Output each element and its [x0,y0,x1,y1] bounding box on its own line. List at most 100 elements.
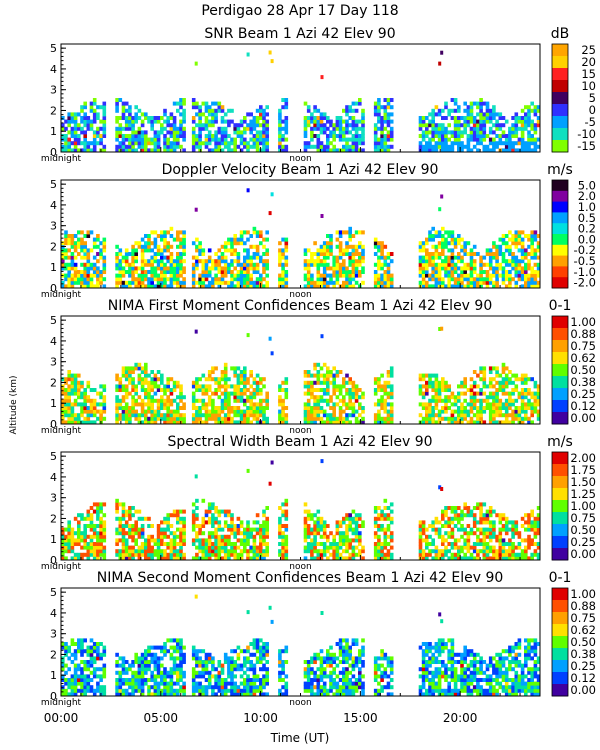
heatmap-cell [463,391,467,396]
y-tick-label: 0 [50,418,57,431]
heatmap-cell [147,556,151,561]
heatmap-cell [511,420,515,425]
heatmap-cell [169,391,174,396]
heatmap-cell [508,137,512,142]
heatmap-cell [211,259,215,264]
heatmap-cell [67,373,71,378]
heatmap-cell [131,148,135,153]
heatmap-cell [150,123,154,128]
heatmap-cell [338,248,343,253]
heatmap-cell [166,513,170,518]
heatmap-cell [61,116,65,120]
heatmap-cell [64,549,68,554]
heatmap-cell [61,126,65,131]
heatmap-cell [204,141,209,146]
heatmap-cell [386,506,391,510]
heatmap-cell [377,98,381,102]
heatmap-cell [198,252,202,256]
heatmap-cell [243,230,247,235]
heatmap-cell [479,259,483,264]
heatmap-cell [421,395,426,400]
heatmap-cell [191,98,196,102]
heatmap-cell [169,130,174,135]
heatmap-cell [70,273,75,278]
heatmap-cell [383,116,388,120]
heatmap-cell [437,126,442,131]
heatmap-cell [348,259,352,264]
heatmap-cell [227,248,231,253]
heatmap-cell [431,527,435,532]
colorbar-label: -0.5 [574,254,596,268]
heatmap-cell [348,137,352,142]
heatmap-cell [243,377,247,382]
heatmap-cell [128,141,132,146]
heatmap-cell [469,101,474,106]
heatmap-cell [463,542,467,546]
heatmap-cell [243,241,247,246]
heatmap-cell [259,273,263,278]
heatmap-cell [124,280,129,285]
heatmap-cell [476,141,480,146]
heatmap-cell [61,284,65,289]
heatmap-cell [361,123,365,128]
heatmap-cell [64,234,68,238]
heatmap-cell [86,270,91,274]
heatmap-cell [179,112,183,117]
heatmap-cell [89,524,94,528]
heatmap-cell [342,395,346,400]
heatmap-cell [131,262,135,267]
heatmap-cell [303,373,308,378]
heatmap-cell [431,277,435,282]
heatmap-cell [150,384,154,389]
heatmap-cell [418,552,423,557]
heatmap-cell [508,141,512,146]
heatmap-cell [303,416,308,421]
heatmap-cell [434,252,439,256]
heatmap-cell [351,552,356,557]
heatmap-cell [342,384,346,389]
heatmap-cell [252,116,257,120]
heatmap-cell [220,266,225,271]
colorbar-label: -0.2 [574,243,596,257]
heatmap-cell [377,516,381,521]
heatmap-cell [450,241,455,246]
heatmap-cell [137,141,142,146]
heatmap-cell [195,137,199,142]
heatmap-cell [533,398,538,403]
heatmap-cell [201,531,206,536]
heatmap-cell [508,130,512,135]
heatmap-cell [166,259,170,264]
heatmap-cell [358,513,362,518]
heatmap-cell [121,116,126,120]
heatmap-cell [306,531,311,536]
heatmap-cell [530,277,534,282]
heatmap-cell [434,134,439,138]
heatmap-cell [99,255,103,260]
heatmap-cell [373,542,378,546]
heatmap-cell [498,409,503,414]
heatmap-cell [140,259,145,264]
heatmap-cell [214,277,218,282]
heatmap-cell [172,409,177,414]
heatmap-cell [211,108,215,113]
heatmap-cell [176,402,180,407]
heatmap-cell [457,513,461,518]
heatmap-cell [527,116,531,120]
heatmap-cell [121,556,126,561]
heatmap-cell [262,549,266,554]
heatmap-cell [83,148,87,153]
heatmap-cell [453,409,458,414]
heatmap-cell [118,134,123,138]
heatmap-cell [115,244,119,249]
heatmap-cell [115,402,119,407]
heatmap-cell [128,134,132,138]
colorbar: 1.000.880.750.620.500.380.250.120.00 [551,315,596,425]
heatmap-cells [61,188,541,289]
heatmap-cell [460,391,464,396]
heatmap-cell [77,280,81,285]
heatmap-cell [319,116,324,120]
heatmap-cell [319,112,324,117]
heatmap-cell [485,406,490,410]
heatmap-cell [278,395,282,400]
heatmap-speck [438,327,442,331]
